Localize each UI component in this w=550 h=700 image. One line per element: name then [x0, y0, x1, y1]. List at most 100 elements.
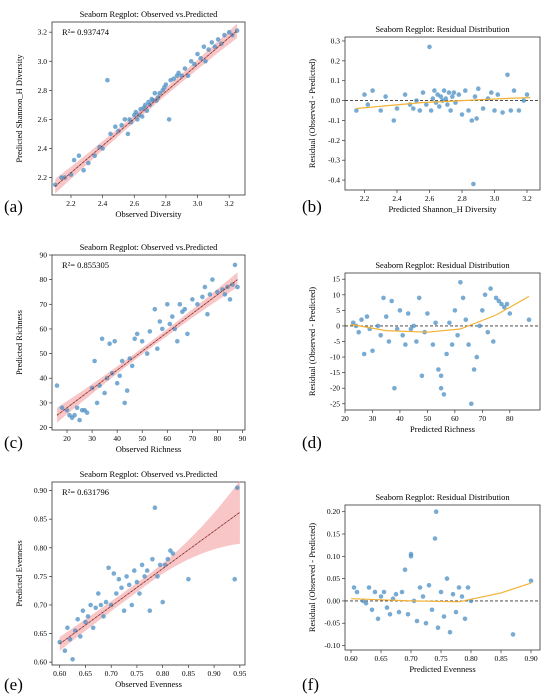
y-tick-label: -20 — [330, 384, 340, 393]
plot-frame — [51, 481, 246, 666]
x-tick-label: 0.80 — [464, 654, 477, 663]
y-tick-label: 50 — [40, 349, 48, 358]
scatter-point — [447, 320, 452, 326]
scatter-point — [364, 314, 370, 319]
scatter-point — [105, 77, 110, 83]
panel-a: Seaborn Regplot: Observed vs.Predicted 2.… — [4, 9, 246, 219]
scatter-point — [419, 373, 425, 379]
scatter-point — [86, 160, 91, 166]
x-tick-label: 2.6 — [425, 194, 435, 203]
y-tick-label: -5 — [334, 337, 340, 346]
scatter-point — [528, 578, 534, 584]
scatter-point — [144, 351, 150, 356]
panel-d: Seaborn Regplot: Residual Distribution 20… — [302, 260, 541, 452]
scatter-point — [417, 108, 423, 113]
scatter-point — [103, 599, 109, 605]
x-tick-label: 30 — [369, 414, 377, 423]
y-axis-label: Residual (Observed - Predicted) — [307, 287, 317, 396]
scatter-point — [460, 295, 466, 301]
x-tick-label: 20 — [341, 414, 349, 423]
scatter-points — [350, 280, 532, 407]
scatter-point — [206, 47, 211, 52]
scatter-point — [474, 354, 480, 360]
scatter-point — [116, 576, 122, 582]
scatter-point — [384, 605, 390, 610]
y-tick-label: -0.3 — [328, 156, 340, 165]
y-tick-label: 0.15 — [327, 530, 340, 539]
scatter-point — [142, 574, 147, 579]
scatter-point — [188, 59, 194, 64]
scatter-point — [205, 311, 210, 317]
x-tick-label: 0.65 — [79, 669, 92, 678]
scatter-point — [203, 59, 208, 64]
scatter-point — [121, 608, 127, 613]
scatter-point — [152, 505, 158, 511]
panel-label: (c) — [4, 433, 23, 452]
scatter-point — [167, 321, 173, 327]
x-tick-label: 40 — [113, 434, 121, 443]
scatter-point — [108, 602, 114, 608]
scatter-point — [147, 608, 153, 613]
scatter-point — [453, 609, 459, 615]
y-tick-label: 3.2 — [38, 28, 48, 37]
x-axis-label: Predicted Evenness — [409, 664, 475, 674]
scatter-points — [354, 44, 530, 187]
x-tick-label: 0.70 — [404, 654, 417, 663]
scatter-point — [160, 326, 165, 332]
r-squared-annotation: R²= 0.937474 — [62, 27, 110, 37]
y-tick-label: 0.20 — [327, 507, 340, 516]
scatter-point — [508, 108, 514, 113]
scatter-point — [389, 298, 395, 304]
y-tick-label: 0.90 — [34, 486, 47, 495]
x-tick-label: 2.4 — [392, 194, 402, 203]
plot-frame — [344, 36, 541, 191]
scatter-point — [182, 66, 188, 71]
scatter-point — [144, 108, 150, 113]
scatter-point — [378, 108, 384, 113]
panel-label: (b) — [302, 197, 322, 216]
scatter-point — [366, 585, 372, 590]
chart-title: Seaborn Regplot: Residual Distribution — [375, 24, 510, 34]
scatter-point — [433, 100, 439, 105]
scatter-point — [166, 117, 172, 122]
scatter-point — [477, 323, 482, 329]
scatter-point — [387, 612, 393, 617]
y-axis-label: Predicted Shannon_H Diversity — [14, 54, 24, 163]
scatter-point — [458, 280, 463, 285]
scatter-point — [459, 594, 465, 599]
confidence-band — [59, 480, 240, 651]
plot-frame — [51, 254, 246, 431]
scatter-point — [111, 571, 117, 576]
y-tick-label: 0.2 — [331, 56, 341, 65]
scatter-point — [438, 373, 444, 379]
x-tick-label: 0.60 — [53, 669, 66, 678]
x-tick-label: 3.0 — [193, 199, 203, 208]
scatter-point — [202, 284, 208, 290]
scatter-point — [157, 562, 163, 568]
scatter-point — [363, 600, 369, 606]
y-tick-label: -10 — [330, 353, 340, 362]
scatter-point — [375, 323, 381, 329]
y-tick-label: 0.3 — [331, 36, 341, 45]
y-tick-label: 0.05 — [327, 574, 340, 583]
scatter-point — [516, 108, 522, 113]
residual-trend-line — [350, 582, 532, 603]
scatter-point — [399, 589, 405, 595]
scatter-point — [378, 594, 384, 599]
scatter-point — [417, 585, 423, 590]
x-tick-label: 0.90 — [524, 654, 537, 663]
scatter-point — [499, 301, 504, 307]
scatter-point — [405, 311, 411, 316]
scatter-point — [117, 373, 122, 379]
x-tick-label: 0.85 — [494, 654, 507, 663]
scatter-point — [152, 306, 158, 312]
scatter-point — [139, 114, 145, 119]
scatter-point — [67, 637, 73, 642]
scatter-point — [369, 607, 375, 613]
x-tick-label: 0.65 — [374, 654, 387, 663]
scatter-point — [465, 585, 471, 590]
scatter-point — [195, 51, 200, 57]
scatter-point — [505, 72, 510, 78]
scatter-point — [235, 284, 240, 290]
